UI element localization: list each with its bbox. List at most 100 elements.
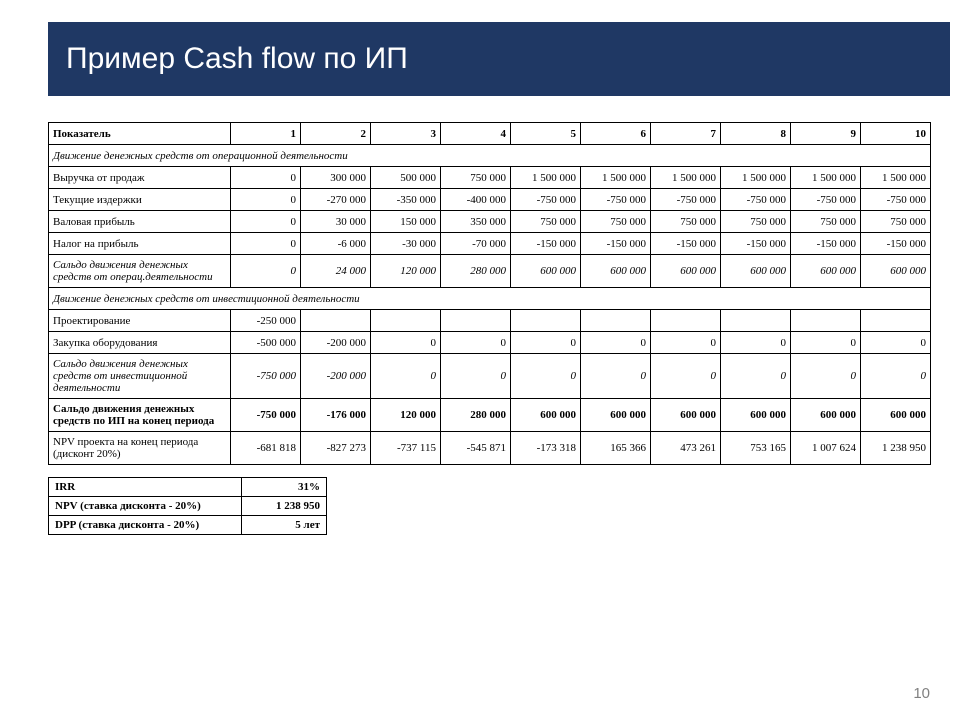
cell-value: 0	[231, 167, 301, 189]
cell-value: 600 000	[511, 399, 581, 432]
cell-value: -200 000	[301, 354, 371, 399]
cell-value: 753 165	[721, 432, 791, 465]
table-row: NPV проекта на конец периода (дисконт 20…	[49, 432, 931, 465]
cell-value: 280 000	[441, 255, 511, 288]
cell-value: 750 000	[861, 211, 931, 233]
cell-value: 1 500 000	[581, 167, 651, 189]
cell-value: 165 366	[581, 432, 651, 465]
cell-value: -70 000	[441, 233, 511, 255]
cell-value: 0	[511, 332, 581, 354]
cell-value: 1 238 950	[861, 432, 931, 465]
cell-value: 1 500 000	[511, 167, 581, 189]
cell-value: 0	[651, 354, 721, 399]
table-row: Закупка оборудования-500 000-200 0000000…	[49, 332, 931, 354]
cell-value: -750 000	[581, 189, 651, 211]
cell-value: 750 000	[511, 211, 581, 233]
cell-value: 350 000	[441, 211, 511, 233]
table-row: Выручка от продаж0300 000500 000750 0001…	[49, 167, 931, 189]
cell-value: 0	[441, 354, 511, 399]
cell-value: 600 000	[651, 399, 721, 432]
cell-value: 24 000	[301, 255, 371, 288]
cell-value: 750 000	[721, 211, 791, 233]
cell-value: -150 000	[791, 233, 861, 255]
table-row: Сальдо движения денежных средств от опер…	[49, 255, 931, 288]
cell-value: 0	[371, 332, 441, 354]
table-row: Сальдо движения денежных средств от инве…	[49, 354, 931, 399]
cell-value: 120 000	[371, 255, 441, 288]
cell-value: 1 500 000	[721, 167, 791, 189]
cell-value: 750 000	[581, 211, 651, 233]
cell-value: 150 000	[371, 211, 441, 233]
cell-value: -350 000	[371, 189, 441, 211]
title-bar: Пример Cash flow по ИП	[48, 22, 950, 96]
table-row: Проектирование-250 000	[49, 310, 931, 332]
cashflow-table: Показатель12345678910 Движение денежных с…	[48, 122, 931, 465]
summary-row: IRR31%	[49, 478, 327, 497]
cell-value: 0	[791, 354, 861, 399]
cell-value: -150 000	[581, 233, 651, 255]
cell-value: -750 000	[231, 354, 301, 399]
row-label: Проектирование	[49, 310, 231, 332]
cell-value	[441, 310, 511, 332]
cell-value: 600 000	[791, 255, 861, 288]
row-label: Выручка от продаж	[49, 167, 231, 189]
table-row: Валовая прибыль030 000150 000350 000750 …	[49, 211, 931, 233]
cell-value: -150 000	[721, 233, 791, 255]
cell-value: 0	[231, 189, 301, 211]
cell-value: 280 000	[441, 399, 511, 432]
cell-value: -270 000	[301, 189, 371, 211]
header-period: 9	[791, 123, 861, 145]
cell-value: -30 000	[371, 233, 441, 255]
cell-value: 600 000	[581, 399, 651, 432]
header-period: 10	[861, 123, 931, 145]
cell-value: 750 000	[441, 167, 511, 189]
cell-value: 0	[861, 354, 931, 399]
table-header-row: Показатель12345678910	[49, 123, 931, 145]
cell-value: 1 007 624	[791, 432, 861, 465]
cell-value: -6 000	[301, 233, 371, 255]
cell-value: 1 500 000	[791, 167, 861, 189]
cell-value: 120 000	[371, 399, 441, 432]
cell-value: -827 273	[301, 432, 371, 465]
cell-value: 0	[441, 332, 511, 354]
row-label: Закупка оборудования	[49, 332, 231, 354]
row-label: Налог на прибыль	[49, 233, 231, 255]
header-period: 6	[581, 123, 651, 145]
cell-value: 0	[581, 332, 651, 354]
page-number: 10	[913, 685, 930, 702]
cell-value: 600 000	[511, 255, 581, 288]
cell-value: 0	[231, 211, 301, 233]
cell-value: -250 000	[231, 310, 301, 332]
cell-value: -545 871	[441, 432, 511, 465]
cell-value: 473 261	[651, 432, 721, 465]
cell-value: 0	[651, 332, 721, 354]
cell-value: -750 000	[651, 189, 721, 211]
row-label: Текущие издержки	[49, 189, 231, 211]
header-period: 4	[441, 123, 511, 145]
section-label: Движение денежных средств от инвестицион…	[49, 288, 931, 310]
cell-value: -173 318	[511, 432, 581, 465]
cell-value: 0	[721, 354, 791, 399]
cell-value	[511, 310, 581, 332]
cell-value: -200 000	[301, 332, 371, 354]
row-label: Сальдо движения денежных средств от инве…	[49, 354, 231, 399]
cell-value	[301, 310, 371, 332]
cell-value: -150 000	[651, 233, 721, 255]
cell-value: 0	[231, 255, 301, 288]
cell-value: -150 000	[861, 233, 931, 255]
cell-value: -400 000	[441, 189, 511, 211]
cell-value: 600 000	[651, 255, 721, 288]
table-row: Текущие издержки0-270 000-350 000-400 00…	[49, 189, 931, 211]
cell-value	[581, 310, 651, 332]
cell-value: 1 500 000	[651, 167, 721, 189]
cell-value: 600 000	[791, 399, 861, 432]
header-period: 2	[301, 123, 371, 145]
cell-value: -750 000	[231, 399, 301, 432]
summary-value: 31%	[242, 478, 327, 497]
summary-row: DPP (ставка дисконта - 20%)5 лет	[49, 516, 327, 535]
cell-value: -750 000	[511, 189, 581, 211]
cell-value: -737 115	[371, 432, 441, 465]
slide: Пример Cash flow по ИП Показатель1234567…	[0, 0, 960, 720]
content-area: Показатель12345678910 Движение денежных с…	[48, 122, 930, 535]
summary-value: 1 238 950	[242, 497, 327, 516]
